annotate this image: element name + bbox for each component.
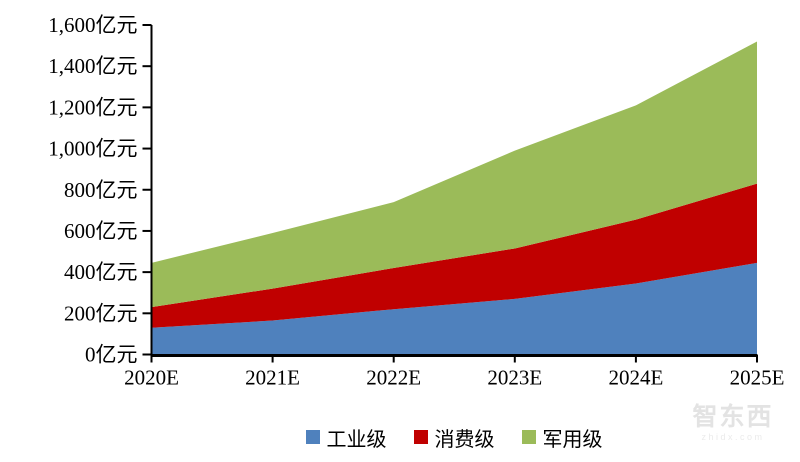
x-axis-tick-label: 2024E <box>608 366 663 390</box>
watermark: 智东西 zhidx.com <box>683 403 783 442</box>
series-area-industrial <box>151 262 757 355</box>
legend-item-consumer: 消费级 <box>413 423 495 452</box>
watermark-logo: 智东西 <box>692 403 774 431</box>
y-axis-tick-label: 400亿元 <box>64 260 138 284</box>
chart-legend: 工业级 消费级 军用级 <box>151 420 757 454</box>
y-axis-tick-label: 200亿元 <box>64 301 138 325</box>
series-area-consumer <box>151 183 757 328</box>
x-axis-tick-label: 2020E <box>124 366 179 390</box>
series-area-military <box>151 41 757 308</box>
legend-label-industrial: 工业级 <box>326 428 387 451</box>
legend-swatch-consumer <box>413 430 428 444</box>
y-axis-tick-label: 1,600亿元 <box>48 13 137 37</box>
legend-label-military: 军用级 <box>542 428 603 451</box>
x-axis-tick-label: 2023E <box>487 366 542 390</box>
legend-swatch-military <box>521 430 536 444</box>
legend-swatch-industrial <box>305 430 320 444</box>
y-axis-tick-label: 0亿元 <box>85 343 138 367</box>
y-axis-tick-label: 600亿元 <box>64 219 138 243</box>
legend-item-industrial: 工业级 <box>305 423 387 452</box>
legend-label-consumer: 消费级 <box>434 428 495 451</box>
y-axis-tick-label: 1,200亿元 <box>48 95 137 119</box>
legend-item-military: 军用级 <box>521 423 603 452</box>
x-axis-tick-label: 2021E <box>245 366 300 390</box>
watermark-domain: zhidx.com <box>701 431 765 442</box>
x-axis-tick-label: 2025E <box>730 366 785 390</box>
y-axis-tick-label: 1,400亿元 <box>48 54 137 78</box>
y-axis-tick-label: 800亿元 <box>64 178 138 202</box>
y-axis-tick-label: 1,000亿元 <box>48 137 137 161</box>
x-axis-tick-label: 2022E <box>366 366 421 390</box>
